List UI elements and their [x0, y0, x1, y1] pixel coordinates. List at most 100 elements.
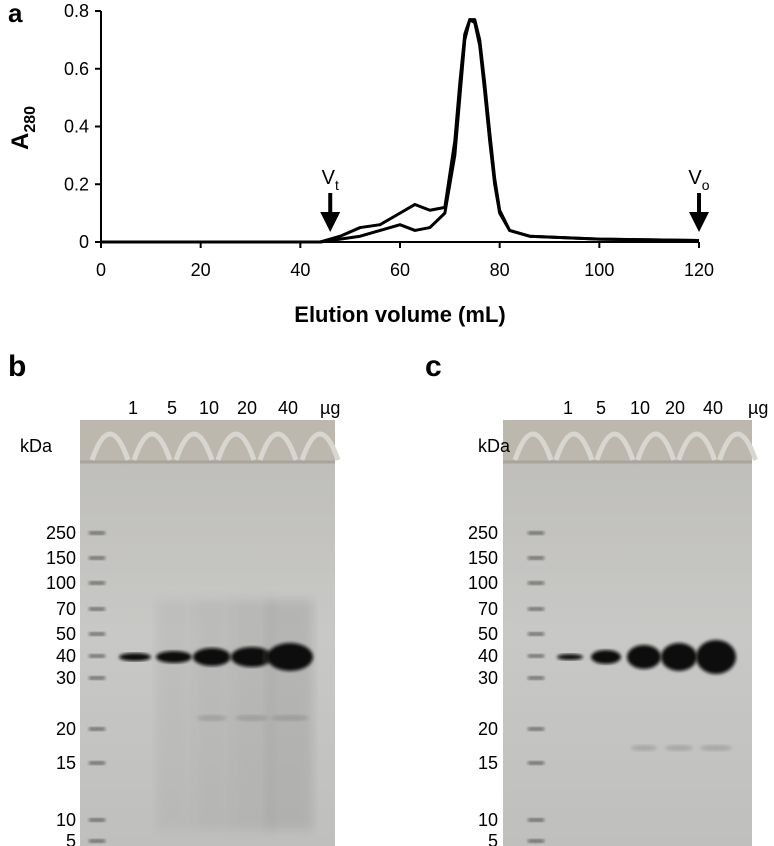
- lane-label: 10: [630, 398, 650, 418]
- gel-well: [676, 431, 717, 461]
- lane-label: 5: [167, 398, 177, 418]
- marker-label: 5: [66, 831, 76, 846]
- marker-label: 30: [56, 668, 76, 688]
- ladder-band: [89, 761, 105, 765]
- panel-label: a: [8, 0, 23, 28]
- gel-well: [131, 431, 173, 461]
- x-tick-label: 40: [290, 260, 310, 280]
- marker-label: 40: [56, 646, 76, 666]
- marker-label: 50: [478, 624, 498, 644]
- marker-label: 30: [478, 668, 498, 688]
- gel-well: [512, 431, 554, 461]
- ladder-band: [528, 676, 544, 680]
- protein-band: [591, 650, 621, 664]
- ladder-band: [89, 531, 105, 535]
- ladder-band: [528, 839, 544, 843]
- ladder-band: [89, 727, 105, 731]
- protein-band: [156, 651, 192, 663]
- x-tick-label: 80: [490, 260, 510, 280]
- marker-label: 50: [56, 624, 76, 644]
- x-tick-label: 0: [96, 260, 106, 280]
- unit-label: µg: [320, 398, 340, 418]
- ladder-band: [528, 531, 544, 535]
- y-axis-label: A280: [7, 106, 39, 150]
- marker-label: 15: [56, 753, 76, 773]
- protein-band: [193, 648, 231, 666]
- y-tick-label: 0.8: [64, 1, 89, 21]
- x-tick-label: 100: [584, 260, 614, 280]
- lane-label: 20: [665, 398, 685, 418]
- ladder-band: [89, 839, 105, 843]
- x-tick-label: 120: [684, 260, 714, 280]
- gel-image: [503, 420, 752, 846]
- x-tick-label: 20: [191, 260, 211, 280]
- ladder-band: [89, 556, 105, 560]
- lane-smear: [156, 600, 192, 830]
- annotation-text: V: [688, 167, 702, 189]
- marker-label: 5: [488, 831, 498, 846]
- marker-label: 100: [46, 573, 76, 593]
- ladder-band: [89, 818, 105, 822]
- minor-band: [631, 745, 657, 751]
- lane-label: 10: [199, 398, 219, 418]
- protein-band: [627, 645, 661, 669]
- protein-band: [267, 643, 313, 671]
- marker-label: 150: [468, 548, 498, 568]
- minor-band: [665, 745, 693, 751]
- protein-band: [557, 654, 583, 660]
- marker-label: 100: [468, 573, 498, 593]
- marker-label: 20: [56, 719, 76, 739]
- lane-label: 20: [237, 398, 257, 418]
- lane-label: 40: [703, 398, 723, 418]
- marker-label: 70: [56, 599, 76, 619]
- unit-label: µg: [748, 398, 768, 418]
- annotation-arrowhead: [689, 212, 709, 232]
- ladder-band: [89, 581, 105, 585]
- ladder-band: [528, 581, 544, 585]
- x-axis-label: Elution volume (mL): [294, 302, 505, 327]
- minor-band: [700, 745, 732, 751]
- ladder-band: [528, 818, 544, 822]
- gel-well: [173, 431, 215, 461]
- y-axis-label-text: A: [7, 133, 34, 150]
- protein-band: [661, 643, 697, 671]
- marker-label: 40: [478, 646, 498, 666]
- data-line: [101, 18, 700, 244]
- gel-well: [717, 431, 758, 461]
- protein-band: [231, 647, 273, 667]
- lane-label: 1: [128, 398, 138, 418]
- annotation-sub: o: [702, 177, 710, 193]
- minor-band: [271, 715, 309, 721]
- lane-label: 5: [596, 398, 606, 418]
- ladder-band: [528, 761, 544, 765]
- data-line: [101, 18, 700, 244]
- marker-label: 15: [478, 753, 498, 773]
- ladder-band: [528, 654, 544, 658]
- annotation-label: Vo: [688, 167, 709, 193]
- annotation-text: V: [322, 167, 336, 189]
- y-axis-label-sub: 280: [22, 106, 39, 133]
- marker-label: 20: [478, 719, 498, 739]
- gel-well: [299, 431, 341, 461]
- annotation-label: Vt: [322, 167, 339, 193]
- gel-well: [635, 431, 677, 461]
- ladder-band: [89, 607, 105, 611]
- panel-label: b: [8, 350, 26, 383]
- protein-band: [119, 653, 151, 661]
- gel-well: [215, 431, 257, 461]
- protein-band: [696, 640, 736, 674]
- ladder-band: [89, 632, 105, 636]
- kda-label: kDa: [20, 436, 53, 456]
- ladder-band: [528, 632, 544, 636]
- gel-well: [594, 431, 636, 461]
- marker-label: 250: [46, 523, 76, 543]
- y-tick-label: 0.6: [64, 59, 89, 79]
- y-tick-label: 0.4: [64, 117, 89, 137]
- panel-label: c: [425, 350, 442, 383]
- marker-label: 70: [478, 599, 498, 619]
- y-tick-label: 0: [79, 232, 89, 252]
- kda-label: kDa: [478, 436, 511, 456]
- gel-well: [257, 431, 299, 461]
- gel-well: [89, 431, 131, 461]
